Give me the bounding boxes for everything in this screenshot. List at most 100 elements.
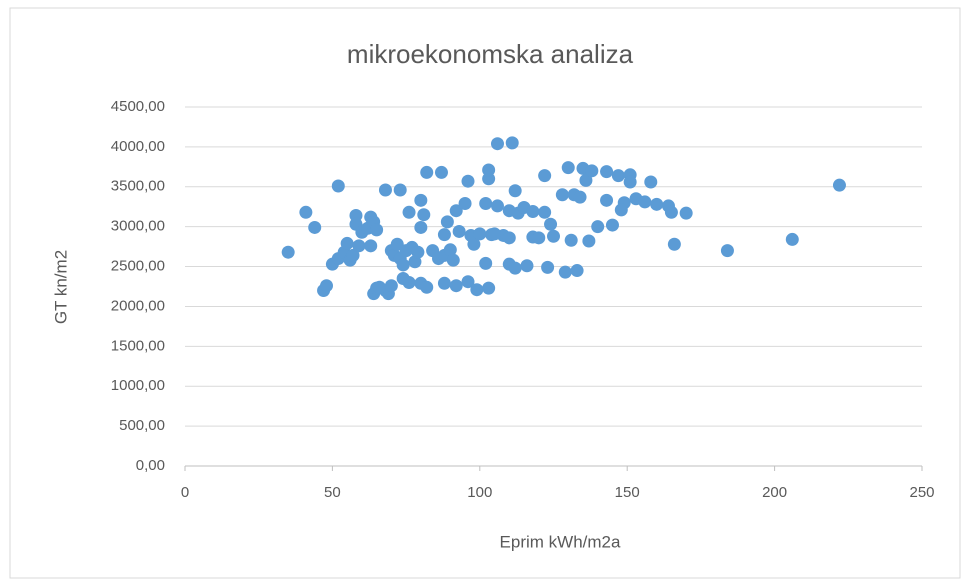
- point: [384, 279, 398, 293]
- x-tick-label: 50: [324, 484, 341, 501]
- point: [411, 245, 425, 259]
- point: [538, 169, 552, 183]
- point: [437, 228, 451, 242]
- point: [378, 183, 392, 197]
- point: [470, 283, 484, 297]
- point: [346, 248, 360, 262]
- point: [644, 175, 658, 189]
- point: [573, 190, 587, 204]
- point: [544, 217, 558, 231]
- point: [490, 137, 504, 151]
- point: [396, 258, 410, 272]
- point: [508, 261, 522, 275]
- point: [373, 280, 387, 294]
- point: [449, 204, 463, 218]
- point: [679, 206, 693, 220]
- point: [720, 244, 734, 258]
- y-tick-label: 3000,00: [111, 218, 165, 235]
- point: [488, 227, 502, 241]
- point: [417, 208, 431, 222]
- point: [482, 163, 496, 177]
- point: [555, 188, 569, 202]
- point: [364, 239, 378, 253]
- point: [564, 233, 578, 247]
- point: [482, 281, 496, 295]
- point: [396, 272, 410, 286]
- point: [479, 197, 493, 211]
- point: [532, 231, 546, 245]
- x-tick-label: 150: [615, 484, 640, 501]
- point: [785, 232, 799, 246]
- point: [473, 227, 487, 241]
- point: [414, 220, 428, 234]
- point: [452, 224, 466, 238]
- point: [490, 199, 504, 213]
- point: [440, 215, 454, 229]
- point: [443, 243, 457, 257]
- point: [520, 259, 534, 273]
- point: [579, 173, 593, 187]
- point: [340, 236, 354, 250]
- y-tick-label: 4500,00: [111, 98, 165, 115]
- point: [541, 260, 555, 274]
- y-axis-label: GT kn/m2: [51, 250, 70, 324]
- point: [458, 197, 472, 211]
- point: [561, 161, 575, 175]
- x-axis-label: Eprim kWh/m2a: [500, 532, 621, 551]
- point: [547, 229, 560, 243]
- point: [467, 237, 481, 251]
- y-tick-label: 2500,00: [111, 258, 165, 275]
- x-tick-label: 200: [762, 484, 787, 501]
- point: [591, 220, 605, 234]
- y-tick-label: 0,00: [136, 457, 165, 474]
- y-tick-label: 3500,00: [111, 178, 165, 195]
- point: [446, 253, 460, 267]
- point: [420, 165, 434, 179]
- point: [320, 279, 334, 293]
- point: [393, 183, 407, 197]
- chart-title: mikroekonomska analiza: [347, 39, 634, 69]
- x-tick-label: 0: [181, 484, 189, 501]
- point: [502, 231, 516, 245]
- point: [614, 203, 628, 217]
- point: [370, 223, 384, 237]
- point: [420, 280, 434, 294]
- point: [308, 220, 322, 234]
- point: [600, 165, 614, 179]
- point: [414, 193, 428, 207]
- y-tick-label: 500,00: [119, 417, 165, 434]
- y-tick-label: 1000,00: [111, 377, 165, 394]
- point: [331, 179, 345, 193]
- point: [667, 237, 681, 251]
- point: [449, 279, 463, 293]
- y-tick-label: 1500,00: [111, 337, 165, 354]
- point: [461, 275, 475, 289]
- x-tick-label: 100: [467, 484, 492, 501]
- point: [650, 197, 664, 211]
- point: [600, 193, 614, 207]
- point: [585, 164, 599, 178]
- point: [434, 165, 448, 179]
- point: [281, 245, 295, 259]
- point: [526, 205, 540, 219]
- y-tick-label: 2000,00: [111, 297, 165, 314]
- point: [505, 136, 519, 150]
- point: [352, 239, 366, 253]
- x-tick-label: 250: [909, 484, 934, 501]
- y-tick-label: 4000,00: [111, 138, 165, 155]
- point: [479, 256, 493, 270]
- point: [623, 175, 637, 189]
- point: [582, 234, 596, 248]
- point: [437, 276, 451, 290]
- point: [638, 195, 652, 209]
- point: [664, 205, 678, 219]
- point: [605, 218, 619, 232]
- point: [402, 205, 416, 219]
- point: [299, 205, 313, 219]
- point: [611, 169, 625, 183]
- point: [538, 205, 552, 219]
- point: [461, 174, 475, 188]
- point: [508, 184, 522, 198]
